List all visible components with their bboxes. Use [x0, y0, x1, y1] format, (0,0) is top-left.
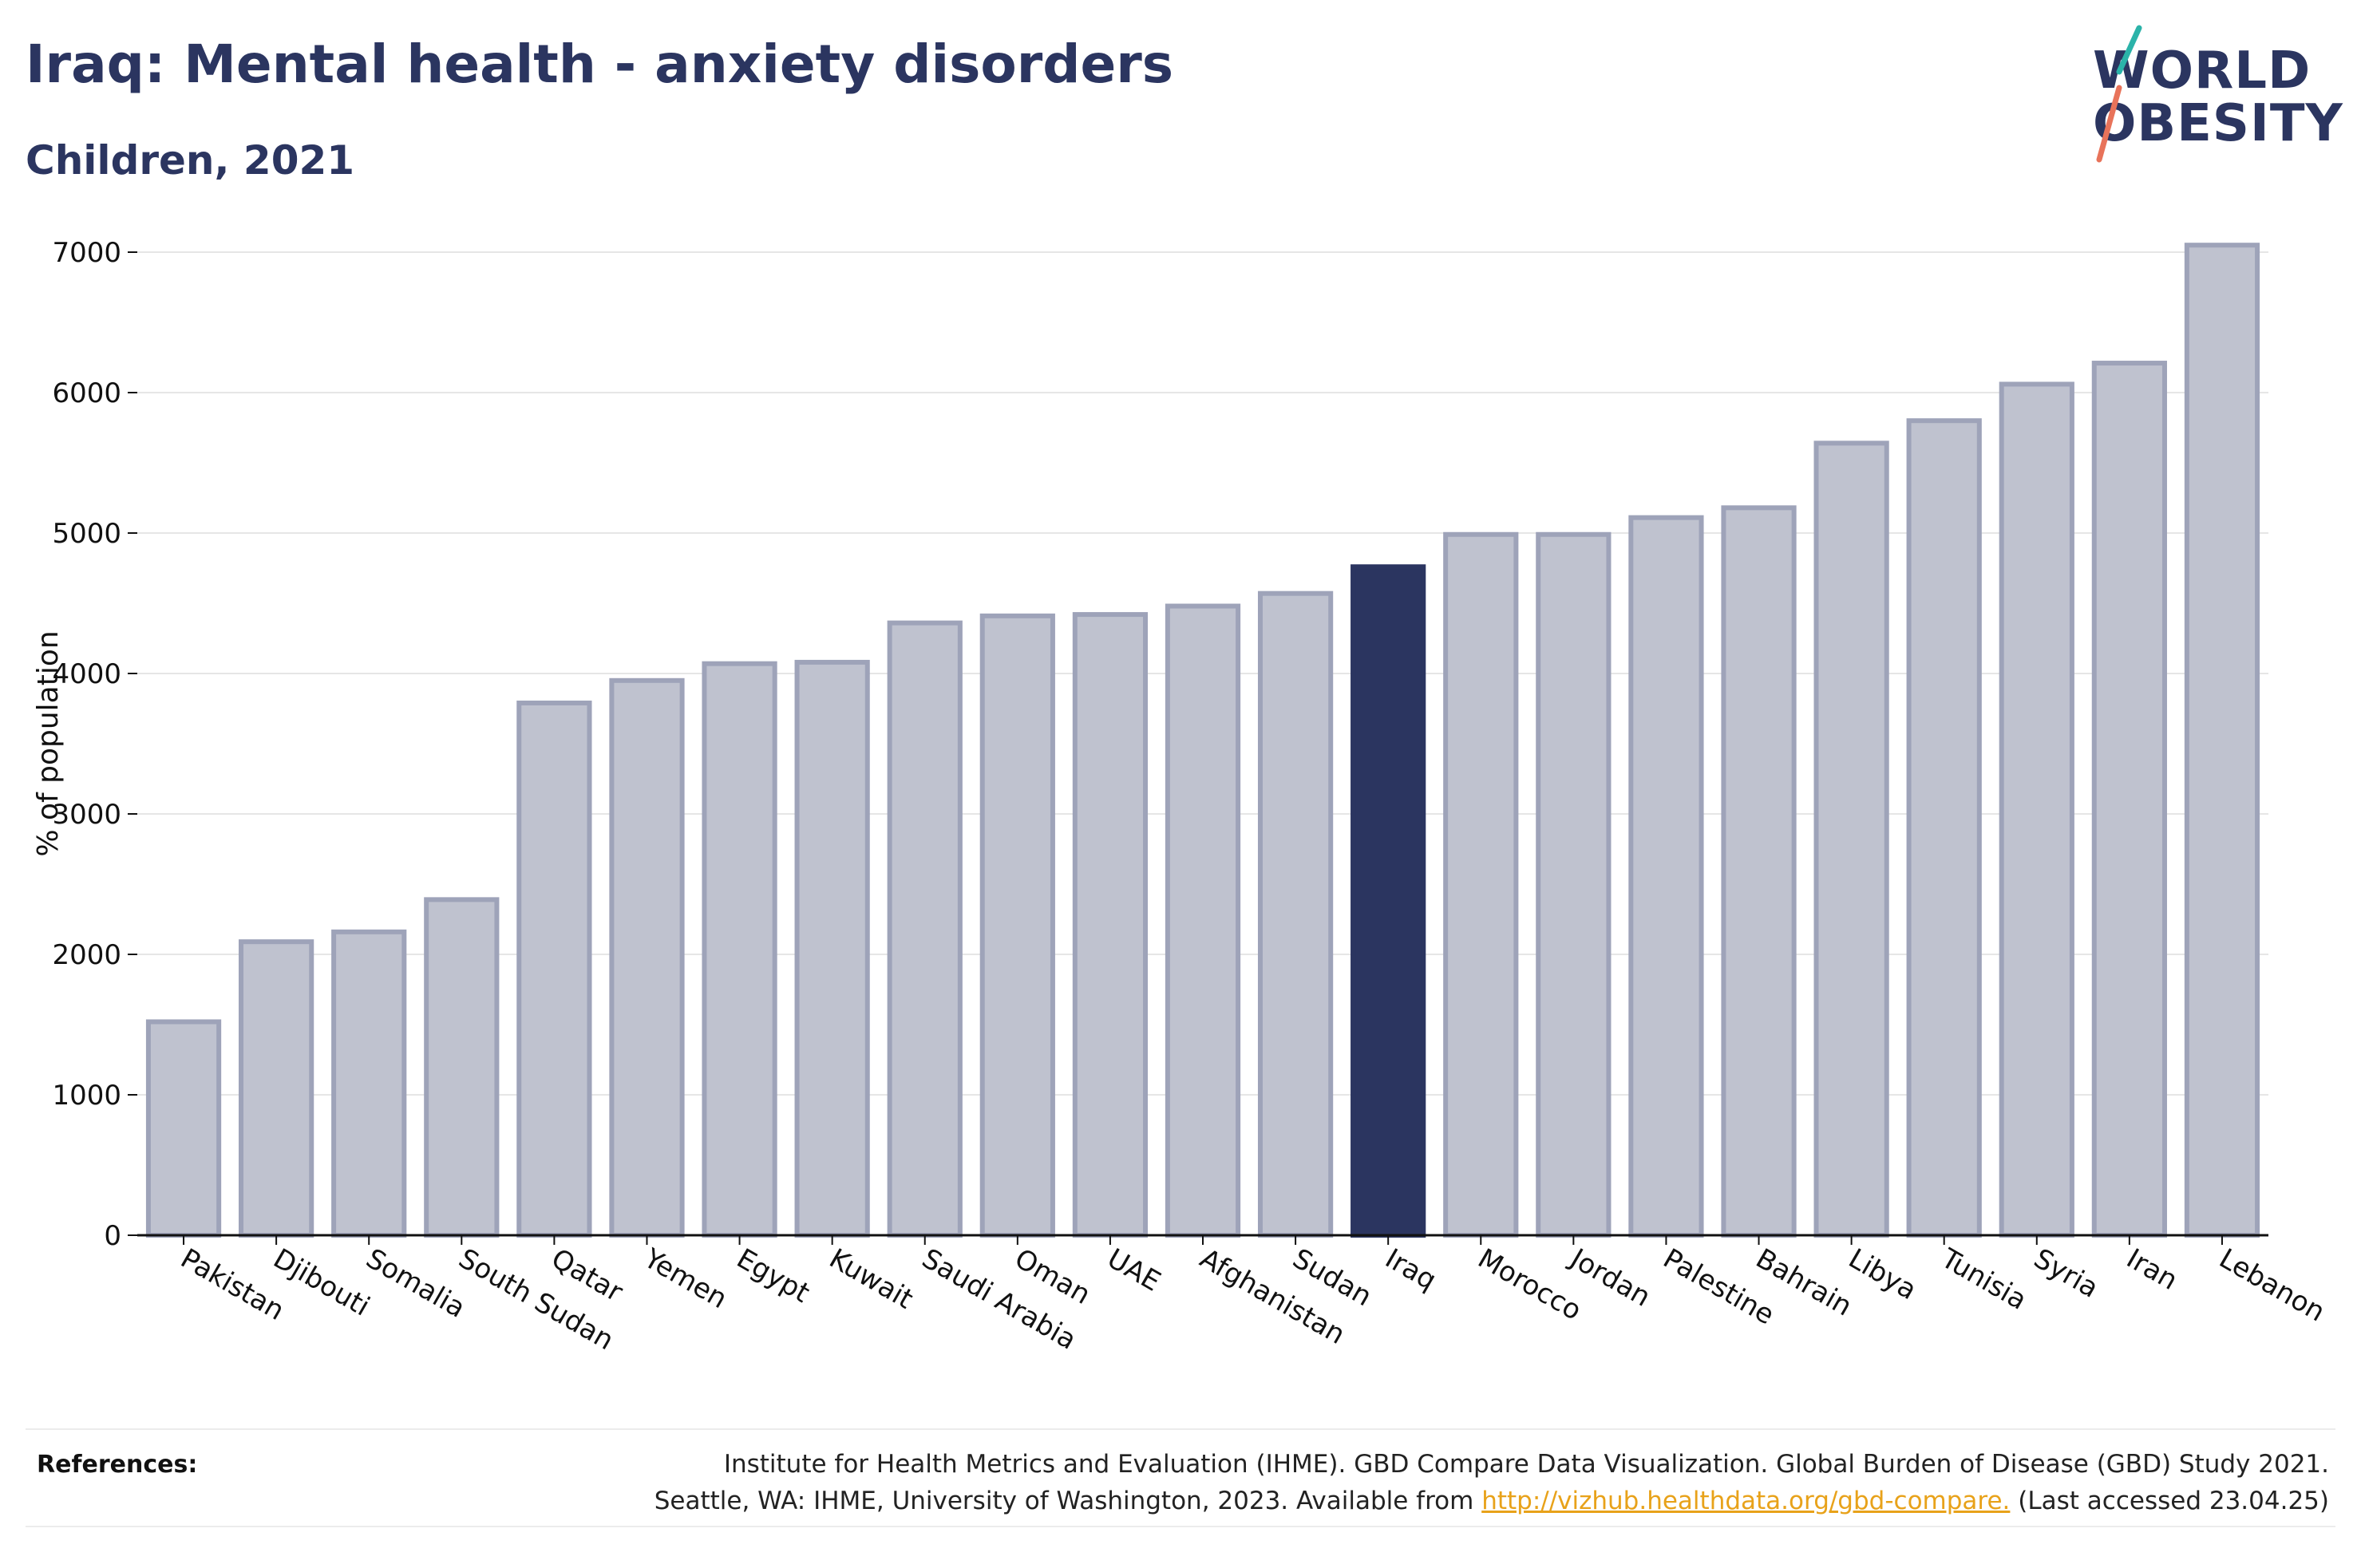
bar-tunisia [1906, 418, 1982, 1238]
bar-djibouti [239, 939, 314, 1238]
y-tick-label: 2000 [52, 939, 121, 971]
x-tick-label: Somalia [361, 1242, 471, 1325]
logo-line-obesity: OBESITY [2093, 94, 2343, 153]
bar-yemen [609, 677, 685, 1238]
y-tick-label: 5000 [52, 518, 121, 550]
x-tick-label: Lebanon [2213, 1242, 2330, 1328]
bar-afghanistan [1165, 603, 1241, 1238]
y-tick-label: 0 [104, 1220, 121, 1252]
bar-bahrain [1721, 505, 1797, 1238]
y-tick-label: 7000 [52, 237, 121, 269]
bar-lebanon [2184, 243, 2260, 1238]
bar-jordan [1536, 531, 1612, 1238]
bar-qatar [516, 700, 592, 1238]
reference-line-2-pre: Seattle, WA: IHME, University of Washing… [654, 1487, 1482, 1515]
bar-syria [1999, 381, 2074, 1238]
y-tick-label: 4000 [52, 658, 121, 690]
references-divider-bottom [26, 1526, 2335, 1527]
x-tick-label: Djibouti [268, 1242, 375, 1323]
reference-line-2-post: (Last accessed 23.04.25) [2010, 1487, 2329, 1515]
y-axis-label: % of population [32, 630, 65, 856]
reference-line-1: Institute for Health Metrics and Evaluat… [723, 1450, 2329, 1479]
x-tick-label: Saudi Arabia [916, 1242, 1082, 1357]
y-tick-label: 3000 [52, 799, 121, 831]
bar-egypt [702, 661, 777, 1238]
chart-title: Iraq: Mental health - anxiety disorders [26, 34, 1174, 95]
x-tick-label: South Sudan [453, 1242, 619, 1357]
bar-somalia [331, 929, 407, 1238]
bar-pakistan [145, 1019, 222, 1238]
bar-libya [1813, 440, 1889, 1238]
y-tick-label: 6000 [52, 377, 121, 409]
bar-iran [2091, 361, 2167, 1238]
x-tick-label: Kuwait [824, 1242, 918, 1315]
x-tick-label: Iraq [1380, 1242, 1442, 1297]
reference-link[interactable]: http://vizhub.healthdata.org/gbd-compare… [1481, 1487, 2011, 1515]
x-tick-label: Morocco [1473, 1242, 1587, 1327]
bar-palestine [1628, 515, 1704, 1238]
bar-sudan [1257, 590, 1334, 1238]
x-tick-label: Pakistan [176, 1242, 290, 1327]
bar-kuwait [794, 659, 870, 1238]
bar-chart: 0 1000 2000 3000 4000 5000 6000 7000 PakistanDji… [32, 237, 2331, 1357]
y-tick-label: 1000 [52, 1080, 121, 1112]
x-tick-label: Syria [2028, 1242, 2103, 1305]
x-tick-label: Iran [2121, 1242, 2182, 1297]
bar-iraq [1351, 564, 1426, 1238]
references-divider-top [26, 1428, 2335, 1430]
logo-slash-icon [2096, 25, 2142, 163]
x-tick-label: Yemen [638, 1242, 733, 1316]
x-tick-label: UAE [1101, 1242, 1165, 1297]
chart-subtitle: Children, 2021 [26, 137, 355, 184]
bars [145, 243, 2260, 1238]
world-obesity-logo: WORLD OBESITY [2075, 24, 2347, 168]
bar-uae [1072, 612, 1149, 1238]
bar-morocco [1443, 531, 1519, 1238]
references-text: Institute for Health Metrics and Evaluat… [493, 1446, 2329, 1519]
bar-saudi-arabia [887, 620, 963, 1238]
x-tick-label: Egypt [731, 1242, 815, 1309]
bar-south-sudan [424, 897, 500, 1238]
references-label: References: [37, 1451, 198, 1479]
x-tick-label: Tunisia [1935, 1242, 2031, 1317]
bar-oman [979, 613, 1055, 1238]
